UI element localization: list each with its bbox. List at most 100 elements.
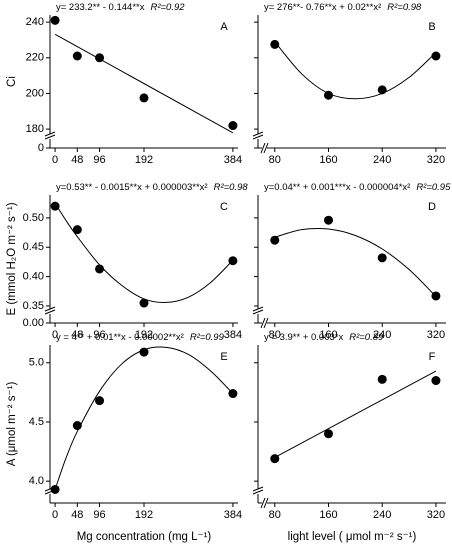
x-tick-label: 320 <box>427 329 445 341</box>
point <box>377 253 387 263</box>
y-tick-label: 180 <box>26 123 44 135</box>
y-tick-label: 4.5 <box>29 416 44 428</box>
point <box>431 376 441 386</box>
r-squared: R²=0.92 <box>150 2 185 13</box>
axis-break <box>262 143 267 153</box>
point <box>270 39 280 49</box>
point <box>139 347 149 357</box>
fit-line <box>54 202 234 303</box>
point <box>228 121 238 131</box>
x-tick-label: 80 <box>269 509 281 521</box>
point <box>72 225 82 235</box>
x-tick-label: 384 <box>224 329 242 341</box>
equation: y=0.53** - 0.0015**x + 0.000003**x² R²=0.… <box>56 182 248 193</box>
axis-break <box>260 142 269 154</box>
y-tick-label: 0.35 <box>23 300 44 312</box>
point <box>72 51 82 61</box>
axis-break <box>44 131 56 140</box>
x-tick-label: 240 <box>373 154 391 166</box>
y-axis-label: A (μmol m⁻² s⁻¹) <box>6 382 18 467</box>
point <box>377 85 387 95</box>
x-tick-label: 48 <box>71 154 83 166</box>
y-tick-label: 5.0 <box>29 357 44 369</box>
equation: y=0.04** + 0.001***x - 0.000004*x² R²=0.9… <box>264 182 451 193</box>
y-tick-label: 220 <box>26 52 44 64</box>
axis-break <box>262 498 267 508</box>
point <box>95 264 105 274</box>
r-squared: R²=0.89 <box>349 332 384 343</box>
axis-break <box>260 497 269 509</box>
panel-letter: F <box>429 351 436 363</box>
point <box>95 396 105 406</box>
y-tick-label: 0.50 <box>23 212 44 224</box>
r-squared: R²=0.98 <box>387 2 422 13</box>
point <box>228 389 238 399</box>
x-tick-label: 192 <box>135 154 153 166</box>
x-tick-label: 320 <box>427 154 445 166</box>
point <box>139 298 149 308</box>
x-tick-label: 384 <box>224 154 242 166</box>
fit-line <box>54 346 234 490</box>
panel-letter: E <box>220 351 227 363</box>
x-tick-label: 0 <box>52 329 58 341</box>
equation: y = 3.9** + 0.003*x R²=0.89 <box>264 332 384 343</box>
x-tick-label: 48 <box>71 329 83 341</box>
axis-break <box>260 317 269 329</box>
y-tick-label: 0.45 <box>23 241 44 253</box>
fit-line <box>274 227 437 297</box>
point <box>228 256 238 266</box>
x-tick-label: 160 <box>319 509 337 521</box>
fit-line <box>274 41 437 100</box>
x-tick-label: 96 <box>93 509 105 521</box>
x-tick-label: 96 <box>93 154 105 166</box>
y-tick-label: 0.40 <box>23 271 44 283</box>
x-tick-label: 80 <box>269 329 281 341</box>
x-tick-label: 160 <box>319 329 337 341</box>
r-squared: R²=0.95 <box>416 182 451 193</box>
point <box>72 421 82 431</box>
point <box>324 90 333 100</box>
y-tick-label: 0.00 <box>23 317 44 329</box>
point <box>270 454 280 464</box>
x-tick-label: 240 <box>373 509 391 521</box>
x-tick-label: 160 <box>319 154 337 166</box>
point <box>50 484 60 494</box>
axis-break <box>252 131 264 140</box>
point <box>270 235 280 245</box>
point <box>50 201 60 211</box>
equation-text: y=0.53** - 0.0015**x + 0.000003**x² <box>56 182 208 193</box>
x-tick-label: 192 <box>135 509 153 521</box>
point <box>377 374 387 384</box>
equation-text: y= 233.2** - 0.144**x <box>56 2 145 13</box>
equation: y= 276**- 0.76**x + 0.02**x² R²=0.98 <box>264 2 422 13</box>
point <box>431 291 441 301</box>
axis-break <box>252 306 264 315</box>
y-tick-label: 200 <box>26 87 44 99</box>
fit-line <box>274 370 437 458</box>
fit-line <box>54 33 234 134</box>
x-tick-label: 80 <box>269 154 281 166</box>
panel-letter: C <box>220 201 228 213</box>
x-tick-label: 0 <box>52 509 58 521</box>
axis-break <box>44 306 56 315</box>
x-tick-label: 0 <box>52 154 58 166</box>
x-tick-label: 384 <box>224 509 242 521</box>
x-axis-label: Mg concentration (mg L⁻¹) <box>77 531 212 543</box>
panel-letter: B <box>428 21 435 33</box>
point <box>95 53 105 63</box>
equation-text: y=0.04** + 0.001***x - 0.000004*x² <box>264 182 410 193</box>
point <box>50 15 60 25</box>
point <box>139 93 149 103</box>
equation-text: y = 4** + 0.01**x - 0.00002**x² <box>56 332 184 343</box>
point <box>324 429 333 439</box>
x-tick-label: 96 <box>93 329 105 341</box>
r-squared: R²=0.99 <box>190 332 225 343</box>
equation-text: y= 276**- 0.76**x + 0.02**x² <box>264 2 381 13</box>
x-tick-label: 320 <box>427 509 445 521</box>
y-axis-label: Ci <box>6 76 18 87</box>
equation: y = 4** + 0.01**x - 0.00002**x² R²=0.99 <box>56 332 225 343</box>
x-axis-label: light level ( μmol m⁻² s⁻¹) <box>288 531 417 543</box>
x-tick-label: 48 <box>71 509 83 521</box>
panel-letter: D <box>428 201 436 213</box>
